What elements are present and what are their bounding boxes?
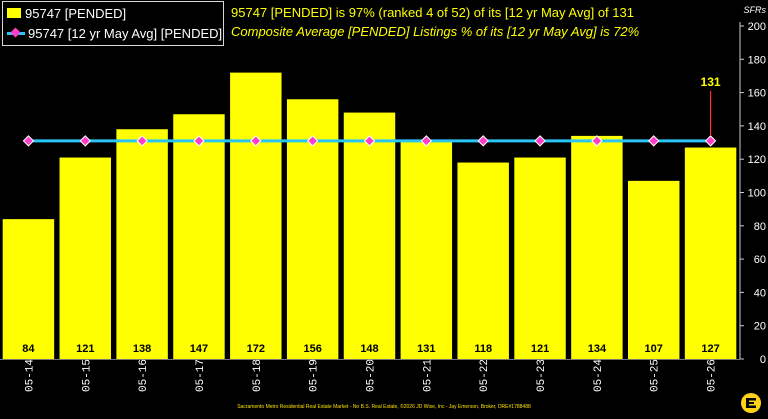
- average-marker: [420, 135, 433, 147]
- average-marker: [363, 135, 376, 147]
- bar-value-label: 118: [474, 343, 492, 355]
- x-tick-label: 05-24: [593, 359, 605, 392]
- bar-data-labels: 84 121 138 147 172 156 148 131 118 121 134 107 127: [22, 343, 719, 355]
- x-tick-label: 05-26: [707, 359, 719, 392]
- y-tick-label: 140: [748, 121, 766, 133]
- y-tick-label: 180: [748, 54, 766, 66]
- y-tick-label: 0: [760, 354, 766, 366]
- y-tick-label: 60: [754, 254, 766, 266]
- callout-label: 131: [701, 75, 721, 89]
- average-line-series: [22, 135, 717, 147]
- bar-value-label: 107: [645, 343, 663, 355]
- average-marker: [79, 135, 91, 147]
- bar-05-26: [684, 147, 737, 359]
- legend-label-bars: 95747 [PENDED]: [25, 5, 127, 21]
- x-tick-label: 05-19: [309, 359, 321, 392]
- x-axis: 05-14 05-15 05-16 05-17 05-18 05-19 05-20 05-21…: [24, 359, 718, 392]
- average-marker: [22, 135, 35, 147]
- y-tick-label: 20: [754, 321, 766, 333]
- x-tick-label: 05-14: [24, 359, 36, 392]
- x-tick-label: 05-25: [650, 359, 662, 392]
- bar-05-24: [571, 135, 623, 359]
- legend-item-line: 95747 [12 yr May Avg] [PENDED]: [7, 24, 222, 42]
- y-tick-label: 120: [748, 154, 766, 166]
- average-marker: [534, 135, 546, 147]
- bar-05-21: [400, 140, 453, 359]
- average-marker: [193, 135, 205, 147]
- x-tick-label: 05-17: [195, 359, 207, 392]
- x-tick-label: 05-22: [479, 359, 491, 392]
- bar-value-label: 147: [190, 343, 208, 355]
- bar-05-15: [59, 157, 111, 359]
- y-axis: 0 20 40 60 80 100 120 140 160 180 200 SFRs: [0, 5, 767, 366]
- bar-05-18: [230, 72, 282, 360]
- y-tick-label: 200: [748, 21, 766, 33]
- bar-05-17: [173, 114, 225, 360]
- bar-value-label: 138: [133, 343, 151, 355]
- bar-value-label: 121: [531, 343, 549, 355]
- bar-05-22: [457, 162, 509, 359]
- y-tick-label: 160: [748, 88, 766, 100]
- bar-value-label: 148: [360, 343, 378, 355]
- y-axis-title: SFRs: [744, 5, 767, 15]
- y-tick-label: 100: [748, 188, 766, 200]
- bar-value-label: 156: [303, 343, 321, 355]
- y-tick-label: 40: [754, 287, 766, 299]
- legend-bar-swatch: [7, 8, 21, 18]
- x-tick-label: 05-21: [422, 359, 434, 392]
- average-marker: [477, 135, 489, 147]
- legend-label-line: 95747 [12 yr May Avg] [PENDED]: [28, 25, 223, 41]
- average-marker: [591, 135, 603, 147]
- bar-value-label: 121: [76, 343, 94, 355]
- average-marker: [306, 135, 319, 147]
- bar-05-23: [514, 157, 566, 359]
- callout-annotation: 131: [701, 75, 721, 136]
- y-tick-label: 80: [754, 221, 766, 233]
- average-marker: [250, 135, 262, 147]
- x-tick-label: 05-16: [138, 359, 150, 392]
- x-tick-label: 05-20: [366, 359, 378, 392]
- bar-05-25: [628, 180, 680, 359]
- bar-value-label: 172: [247, 343, 265, 355]
- average-marker: [136, 135, 148, 147]
- bar-value-label: 127: [701, 343, 719, 355]
- bar-05-20: [343, 112, 396, 359]
- legend-item-bars: 95747 [PENDED]: [7, 4, 126, 22]
- bar-05-16: [116, 129, 168, 359]
- bar-05-14: [2, 219, 55, 359]
- brand-logo-icon: [741, 393, 761, 413]
- average-marker: [704, 135, 717, 147]
- chart-headline: 95747 [PENDED] is 97% (ranked 4 of 52) o…: [231, 5, 634, 20]
- x-tick-label: 05-23: [536, 359, 548, 392]
- legend: 95747 [PENDED] 95747 [12 yr May Avg] [PE…: [2, 1, 224, 46]
- bar-series: [2, 72, 737, 360]
- bar-value-label: 134: [588, 343, 607, 355]
- chart-subline: Composite Average [PENDED] Listings % of…: [231, 24, 640, 39]
- average-marker: [648, 135, 660, 147]
- bar-value-label: 84: [22, 343, 35, 355]
- bar-value-label: 131: [417, 343, 435, 355]
- x-tick-label: 05-18: [252, 359, 264, 392]
- legend-line-swatch: [7, 27, 25, 38]
- x-tick-label: 05-15: [81, 359, 93, 392]
- footer-credit: Sacramento Metro Residential Real Estate…: [237, 404, 531, 410]
